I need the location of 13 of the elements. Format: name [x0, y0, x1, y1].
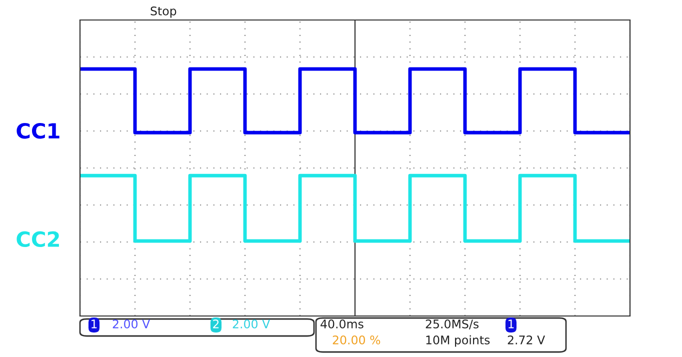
text: 40.0ms [320, 319, 364, 328]
text: Stop [150, 6, 176, 18]
text: 1 [92, 320, 97, 328]
text: 20.00 % [332, 335, 380, 344]
text: 2 [213, 319, 219, 328]
text: CC2 [16, 231, 59, 248]
text: 2.00 V [232, 319, 270, 328]
text: 25.0MS/s [426, 319, 479, 330]
text: CC1 [16, 122, 60, 139]
text: 2.00 V [112, 319, 150, 328]
text: 2.72 V [508, 335, 546, 344]
text: 1 [508, 320, 514, 328]
text: 10M points [426, 335, 490, 347]
